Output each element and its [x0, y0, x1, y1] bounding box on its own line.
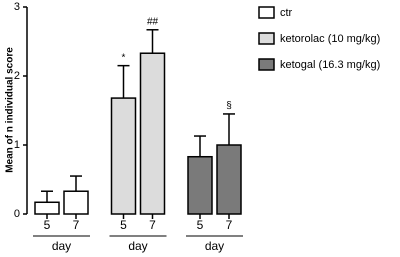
- bar: [216, 144, 242, 215]
- annotation: §: [226, 101, 232, 112]
- y-tick-label: 0: [14, 208, 20, 220]
- x-tick-label: 7: [226, 218, 233, 232]
- bar: [63, 190, 89, 215]
- annotation: ##: [147, 16, 159, 27]
- legend-swatch: [258, 6, 275, 19]
- x-tick-label: 7: [73, 218, 80, 232]
- y-axis-label: Mean of n individual score: [5, 47, 16, 173]
- x-tick-label: 5: [120, 218, 127, 232]
- legend-label: ketorolac (10 mg/kg): [280, 33, 380, 45]
- x-axis-label: day: [205, 239, 224, 253]
- x-tick-label: 5: [197, 218, 204, 232]
- x-axis-label: day: [52, 239, 71, 253]
- x-tick-label: 5: [44, 218, 51, 232]
- y-tick-label: 1: [14, 139, 20, 151]
- annotation: *: [122, 52, 126, 63]
- bar: [187, 155, 213, 215]
- legend-label: ketogal (16.3 mg/kg): [280, 59, 380, 71]
- x-axis-label: day: [128, 239, 147, 253]
- x-tick-label: 7: [149, 218, 156, 232]
- y-tick-label: 3: [14, 1, 20, 13]
- legend-swatch: [258, 58, 275, 71]
- bar: [139, 52, 166, 215]
- bar: [34, 201, 60, 215]
- bar: [110, 97, 137, 215]
- legend-label: ctr: [280, 7, 293, 19]
- y-tick-label: 2: [14, 70, 20, 82]
- legend-swatch: [258, 32, 275, 45]
